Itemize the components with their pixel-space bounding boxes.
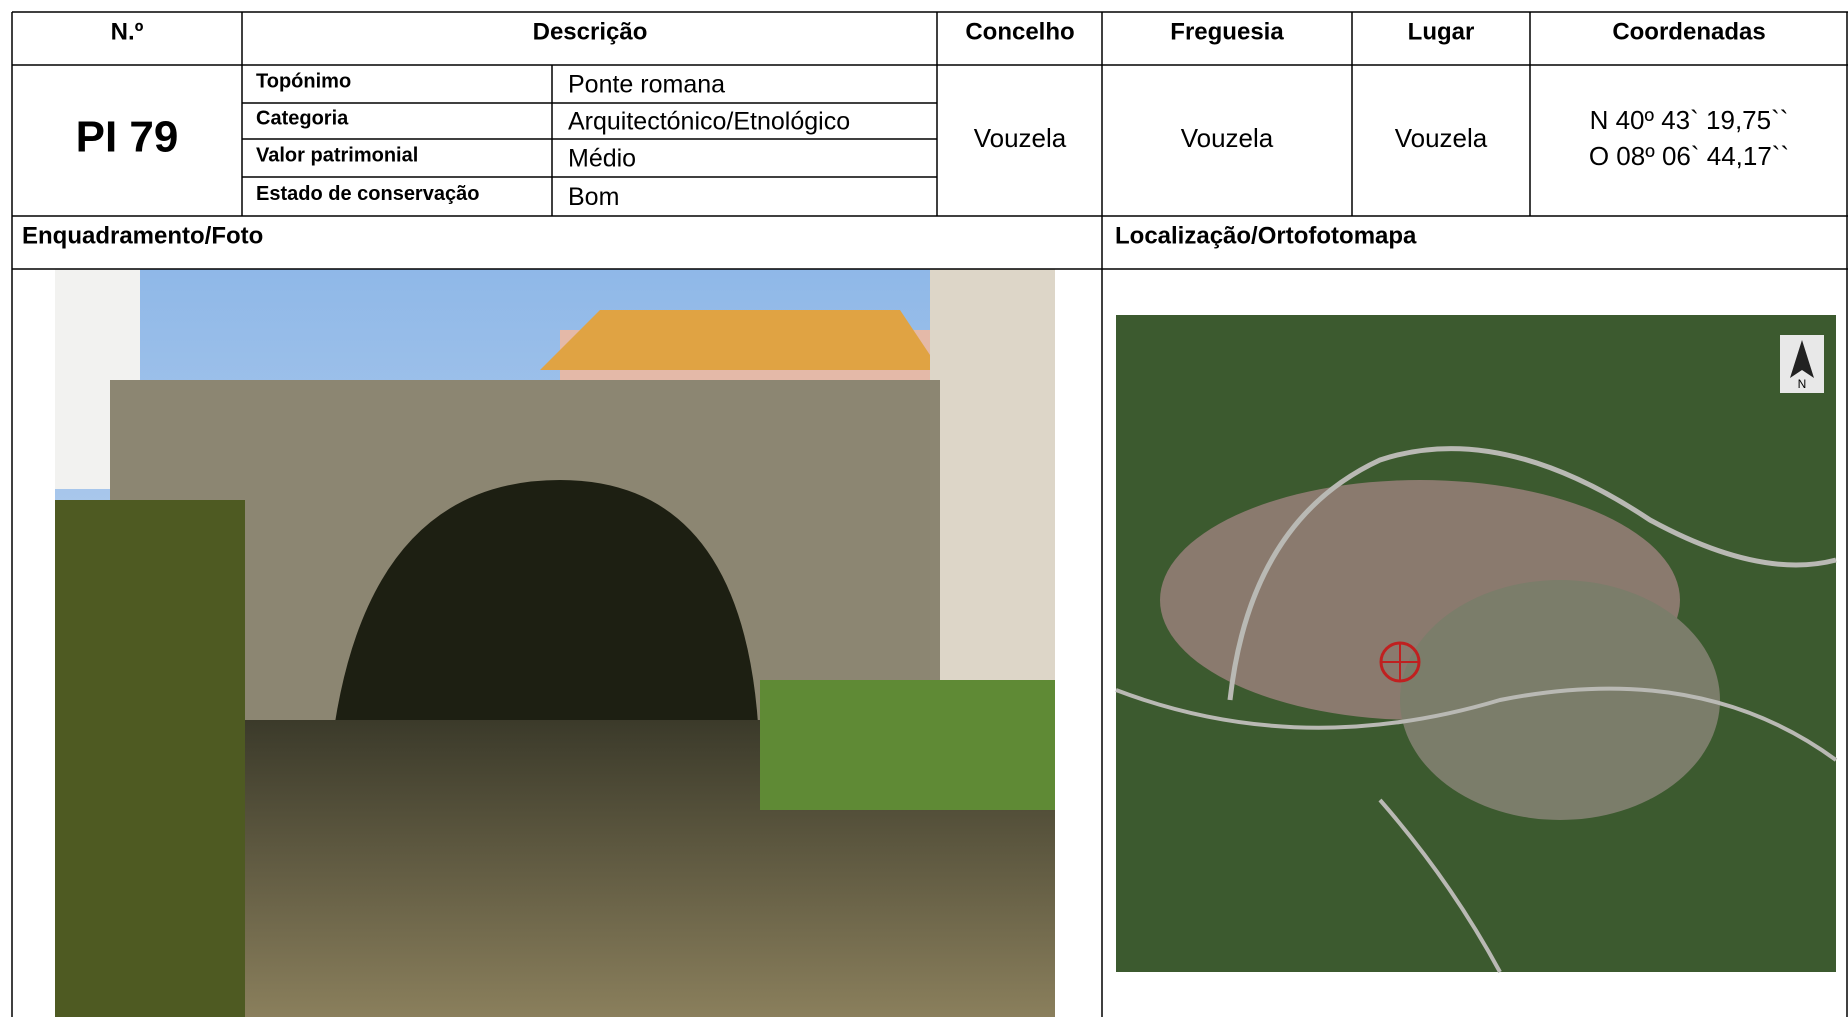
section-label: Enquadramento/Foto [22,222,263,249]
field-label: Estado de conservação [256,183,479,205]
header-cell: Descrição [533,18,648,45]
section-label: Localização/Ortofotomapa [1115,222,1417,249]
table-borders [11,11,1848,1017]
field-value: Médio [568,145,636,173]
freguesia: Vouzela [1181,123,1274,153]
field-value: Arquitectónico/Etnológico [568,108,850,136]
concelho: Vouzela [974,123,1067,153]
field-label: Valor patrimonial [256,144,418,166]
field-value: Ponte romana [568,71,725,99]
record-number: PI 79 [76,113,179,162]
header-cell: Concelho [965,18,1074,45]
field-value: Bom [568,183,619,211]
field-label: Categoria [256,107,349,129]
coordinate: O 08º 06` 44,17`` [1589,141,1789,171]
north-label: N [1798,377,1807,391]
map-image: N [1115,315,1838,973]
lugar: Vouzela [1395,123,1488,153]
photo [55,269,1055,1017]
header-cell: Coordenadas [1612,18,1765,45]
coordinate: N 40º 43` 19,75`` [1590,105,1789,135]
header-cell: N.º [111,18,144,45]
header-cell: Lugar [1408,18,1475,45]
field-label: Topónimo [256,70,351,92]
header-cell: Freguesia [1170,18,1284,45]
